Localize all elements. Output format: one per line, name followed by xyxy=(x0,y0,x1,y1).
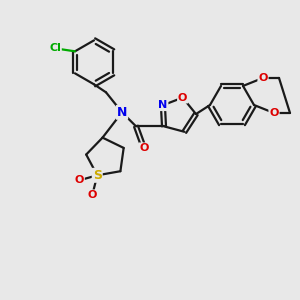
Text: N: N xyxy=(117,106,127,119)
Text: O: O xyxy=(88,190,97,200)
Text: O: O xyxy=(269,108,279,118)
Text: O: O xyxy=(75,175,84,185)
Text: O: O xyxy=(258,73,268,83)
Text: O: O xyxy=(178,93,187,103)
Text: S: S xyxy=(93,169,102,182)
Text: Cl: Cl xyxy=(49,43,61,53)
Text: O: O xyxy=(139,143,149,153)
Text: N: N xyxy=(158,100,167,110)
